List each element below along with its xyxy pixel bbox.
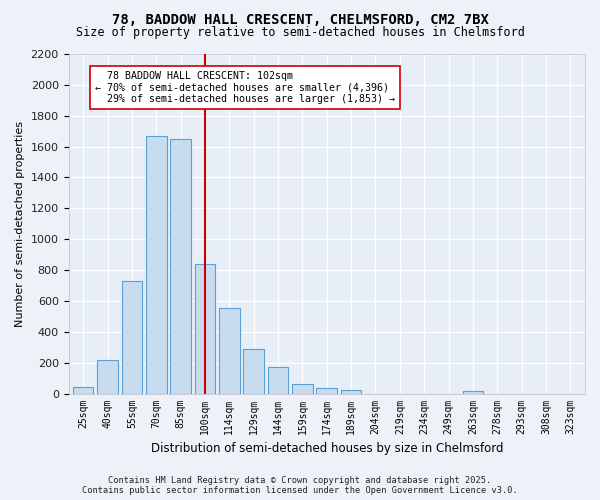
Bar <box>244 349 264 394</box>
Text: Contains HM Land Registry data © Crown copyright and database right 2025.
Contai: Contains HM Land Registry data © Crown c… <box>82 476 518 495</box>
Bar <box>463 391 483 394</box>
Bar <box>97 360 118 394</box>
Text: 78 BADDOW HALL CRESCENT: 102sqm
← 70% of semi-detached houses are smaller (4,396: 78 BADDOW HALL CRESCENT: 102sqm ← 70% of… <box>95 71 395 104</box>
Bar <box>122 281 142 394</box>
Bar <box>73 388 94 394</box>
X-axis label: Distribution of semi-detached houses by size in Chelmsford: Distribution of semi-detached houses by … <box>151 442 503 455</box>
Bar <box>194 264 215 394</box>
Bar <box>292 384 313 394</box>
Y-axis label: Number of semi-detached properties: Number of semi-detached properties <box>15 121 25 327</box>
Bar <box>146 136 167 394</box>
Bar <box>268 366 289 394</box>
Bar <box>170 139 191 394</box>
Bar <box>341 390 361 394</box>
Text: 78, BADDOW HALL CRESCENT, CHELMSFORD, CM2 7BX: 78, BADDOW HALL CRESCENT, CHELMSFORD, CM… <box>112 12 488 26</box>
Bar <box>316 388 337 394</box>
Text: Size of property relative to semi-detached houses in Chelmsford: Size of property relative to semi-detach… <box>76 26 524 39</box>
Bar <box>219 308 239 394</box>
